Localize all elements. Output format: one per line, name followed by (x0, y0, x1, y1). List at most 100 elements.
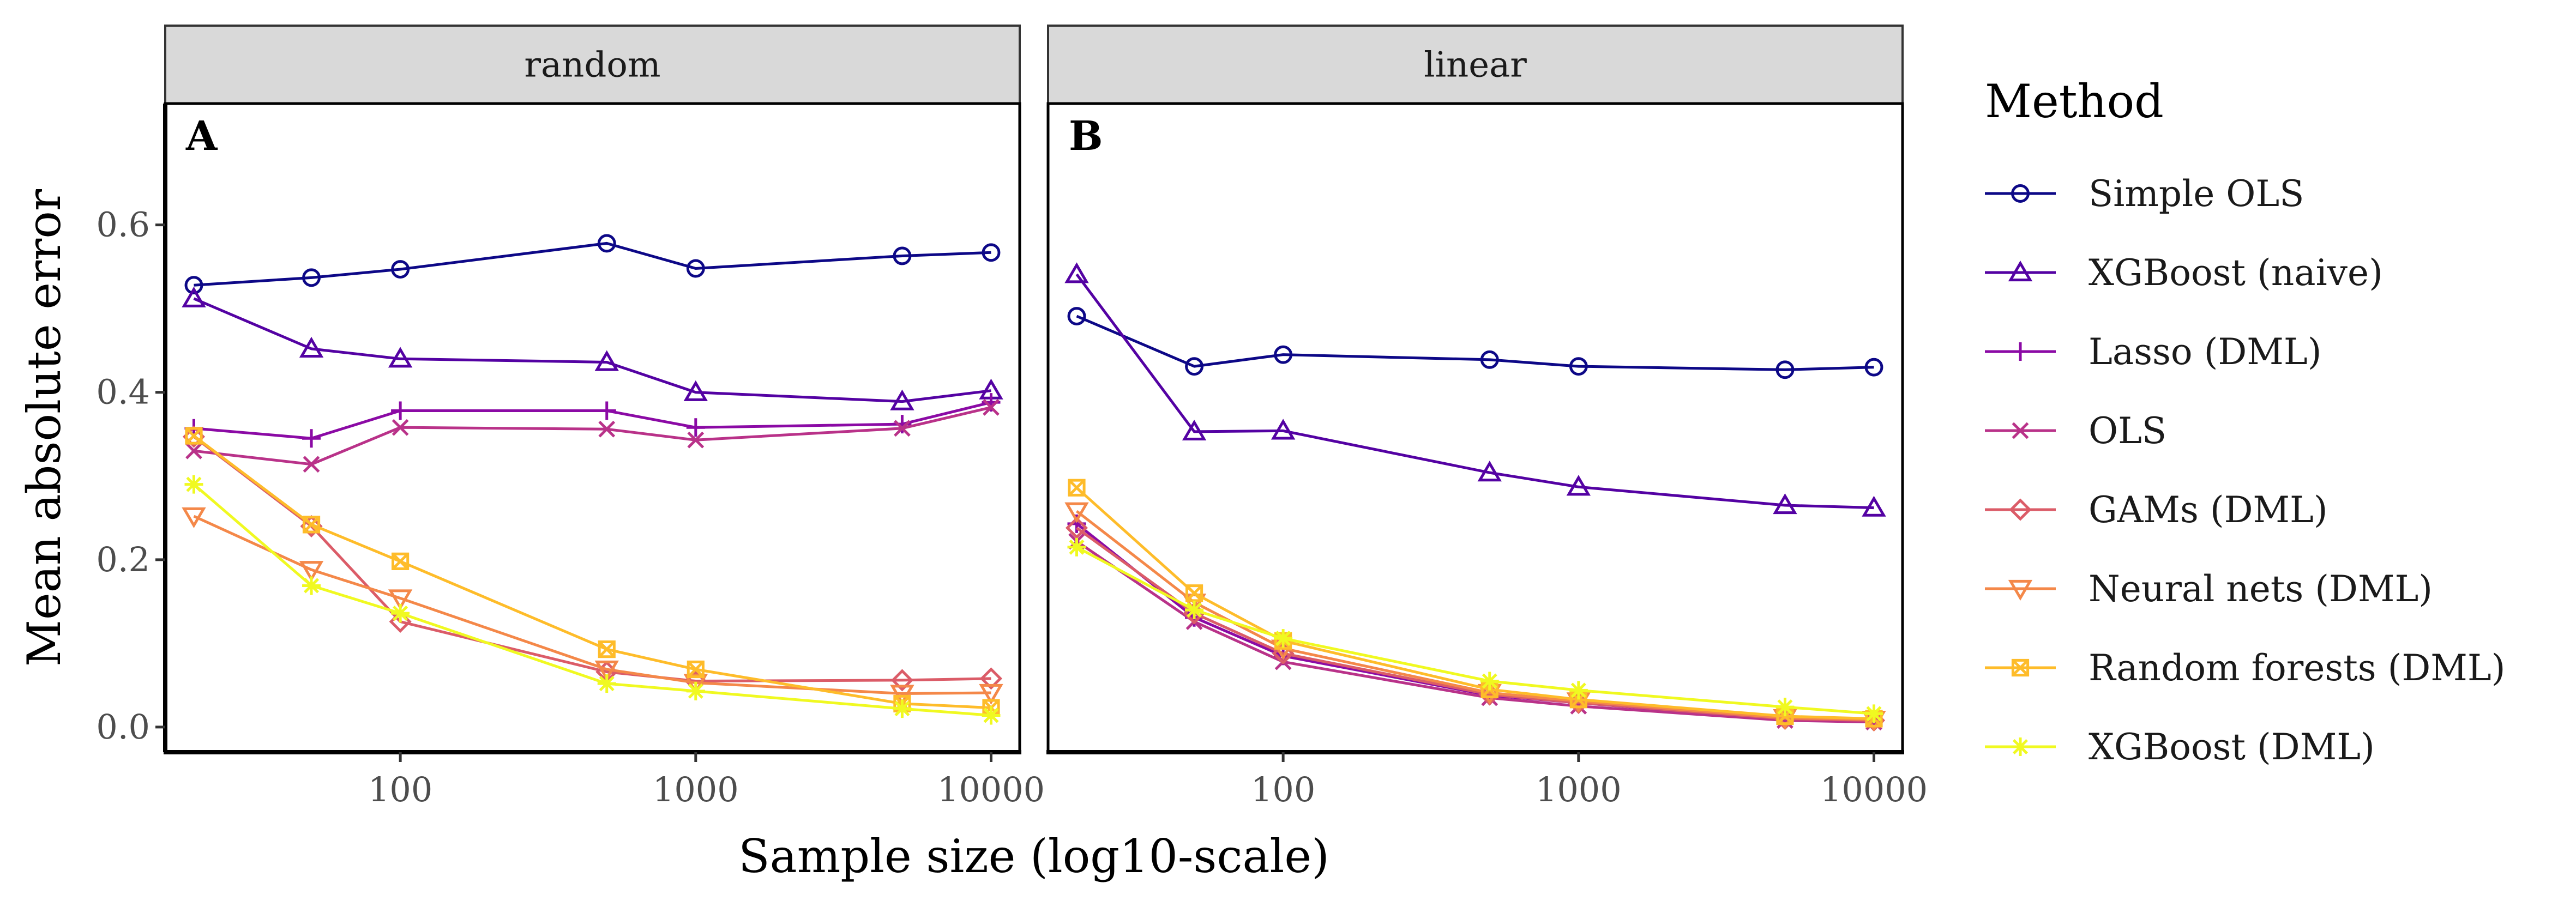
strip-linear (1047, 25, 1904, 105)
data-point (893, 699, 912, 718)
legend-key-marker (2011, 658, 2030, 677)
x-tick-label: 10000 (1820, 770, 1928, 809)
legend-label: Neural nets (DML) (2089, 568, 2433, 610)
data-point (687, 431, 705, 449)
series-xgboost-naive (1064, 262, 1886, 517)
data-point (598, 640, 616, 658)
y-tick-label: 0.0 (96, 707, 150, 747)
data-point (302, 576, 321, 595)
data-point (1067, 537, 1086, 557)
data-point (1182, 419, 1207, 441)
legend-title: Method (1985, 75, 2164, 128)
panel-random: random A 100 1000 10000 (164, 25, 1045, 809)
x-tick-label: 100 (1251, 770, 1315, 809)
plot-area (1048, 104, 1903, 752)
y-tick-label: 0.2 (96, 540, 150, 579)
data-point (302, 429, 321, 448)
data-point (1864, 358, 1883, 377)
data-point (686, 418, 705, 437)
panel-linear: linear B 100 1000 10000 (1046, 25, 1928, 809)
data-point (299, 561, 324, 582)
y-tick-label: 0.4 (96, 372, 150, 412)
data-point (182, 507, 206, 528)
data-point (392, 552, 410, 571)
series-line (193, 297, 991, 403)
data-point (1775, 360, 1795, 379)
strip-label: random (524, 45, 660, 86)
legend-key-marker (2009, 498, 2032, 521)
data-point (893, 246, 912, 265)
x-tick-label: 1000 (653, 770, 739, 809)
data-point (1185, 584, 1203, 602)
data-point (1067, 307, 1086, 325)
legend-key-marker (2011, 737, 2030, 756)
legend-label: GAMs (DML) (2089, 489, 2328, 531)
data-point (1480, 350, 1499, 369)
legend-key-marker (2011, 184, 2030, 203)
data-point (388, 347, 413, 368)
data-point (594, 660, 619, 681)
legend-key-marker (2008, 579, 2033, 601)
data-point (683, 380, 708, 401)
series-xgboost-dml (184, 475, 1001, 725)
legend-label: Lasso (DML) (2089, 331, 2321, 373)
data-point (1185, 600, 1204, 619)
data-point (1566, 475, 1591, 496)
data-point (1569, 357, 1588, 376)
data-point (388, 589, 413, 610)
legend-label: Random forests (DML) (2089, 647, 2505, 689)
legend-label: XGBoost (naive) (2089, 252, 2383, 294)
legend-key-marker (2011, 342, 2030, 361)
legend-key-marker (2012, 422, 2029, 439)
data-point (598, 420, 616, 438)
data-point (979, 667, 1003, 690)
x-tick-label: 1000 (1536, 770, 1622, 809)
data-point (1775, 698, 1795, 717)
panel-tag: B (1069, 113, 1103, 160)
data-point (890, 669, 913, 692)
legend-label: OLS (2089, 410, 2166, 452)
panel-border (1046, 102, 1904, 752)
data-point (890, 685, 914, 706)
legend-label: Simple OLS (2089, 173, 2304, 215)
legend-item-neural-nets-dml: Neural nets (DML) (1985, 568, 2433, 610)
series-xgboost-dml (1067, 537, 1883, 723)
data-point (185, 427, 203, 445)
x-axis-title: Sample size (log10-scale) (738, 830, 1329, 883)
data-point (1477, 461, 1502, 482)
data-point (302, 268, 321, 287)
data-point (1064, 262, 1089, 283)
data-point (1862, 495, 1886, 517)
data-point (1274, 629, 1293, 648)
data-point (1569, 681, 1588, 700)
series-line (194, 241, 991, 287)
data-point (890, 389, 914, 410)
data-point (687, 660, 705, 679)
legend-label: XGBoost (DML) (2089, 726, 2375, 768)
strip-label: linear (1424, 45, 1527, 86)
y-axis: 0.0 0.2 0.4 0.6 Mean absolute error (17, 104, 167, 752)
data-point (1274, 345, 1293, 364)
legend-item-ols: OLS (1985, 410, 2166, 452)
panel-tag: A (185, 113, 218, 160)
y-tick-label: 0.6 (96, 205, 150, 245)
legend-key-marker (2008, 261, 2033, 282)
series-line (193, 515, 991, 695)
data-point (184, 475, 203, 494)
x-tick-label: 100 (368, 770, 432, 809)
data-point (1068, 479, 1086, 497)
data-point (182, 286, 206, 307)
data-point (1480, 672, 1499, 691)
legend-item-lasso-dml: Lasso (DML) (1985, 331, 2321, 373)
series-simple-ols (1067, 307, 1883, 379)
data-point (982, 706, 1001, 725)
y-axis-title: Mean absolute error (17, 189, 71, 667)
data-point (597, 234, 616, 253)
data-point (303, 456, 320, 473)
data-point (597, 674, 616, 693)
data-point (1864, 704, 1883, 723)
legend-item-xgboost-dml: XGBoost (DML) (1985, 726, 2375, 768)
data-point (893, 415, 912, 434)
data-point (1065, 516, 1088, 540)
